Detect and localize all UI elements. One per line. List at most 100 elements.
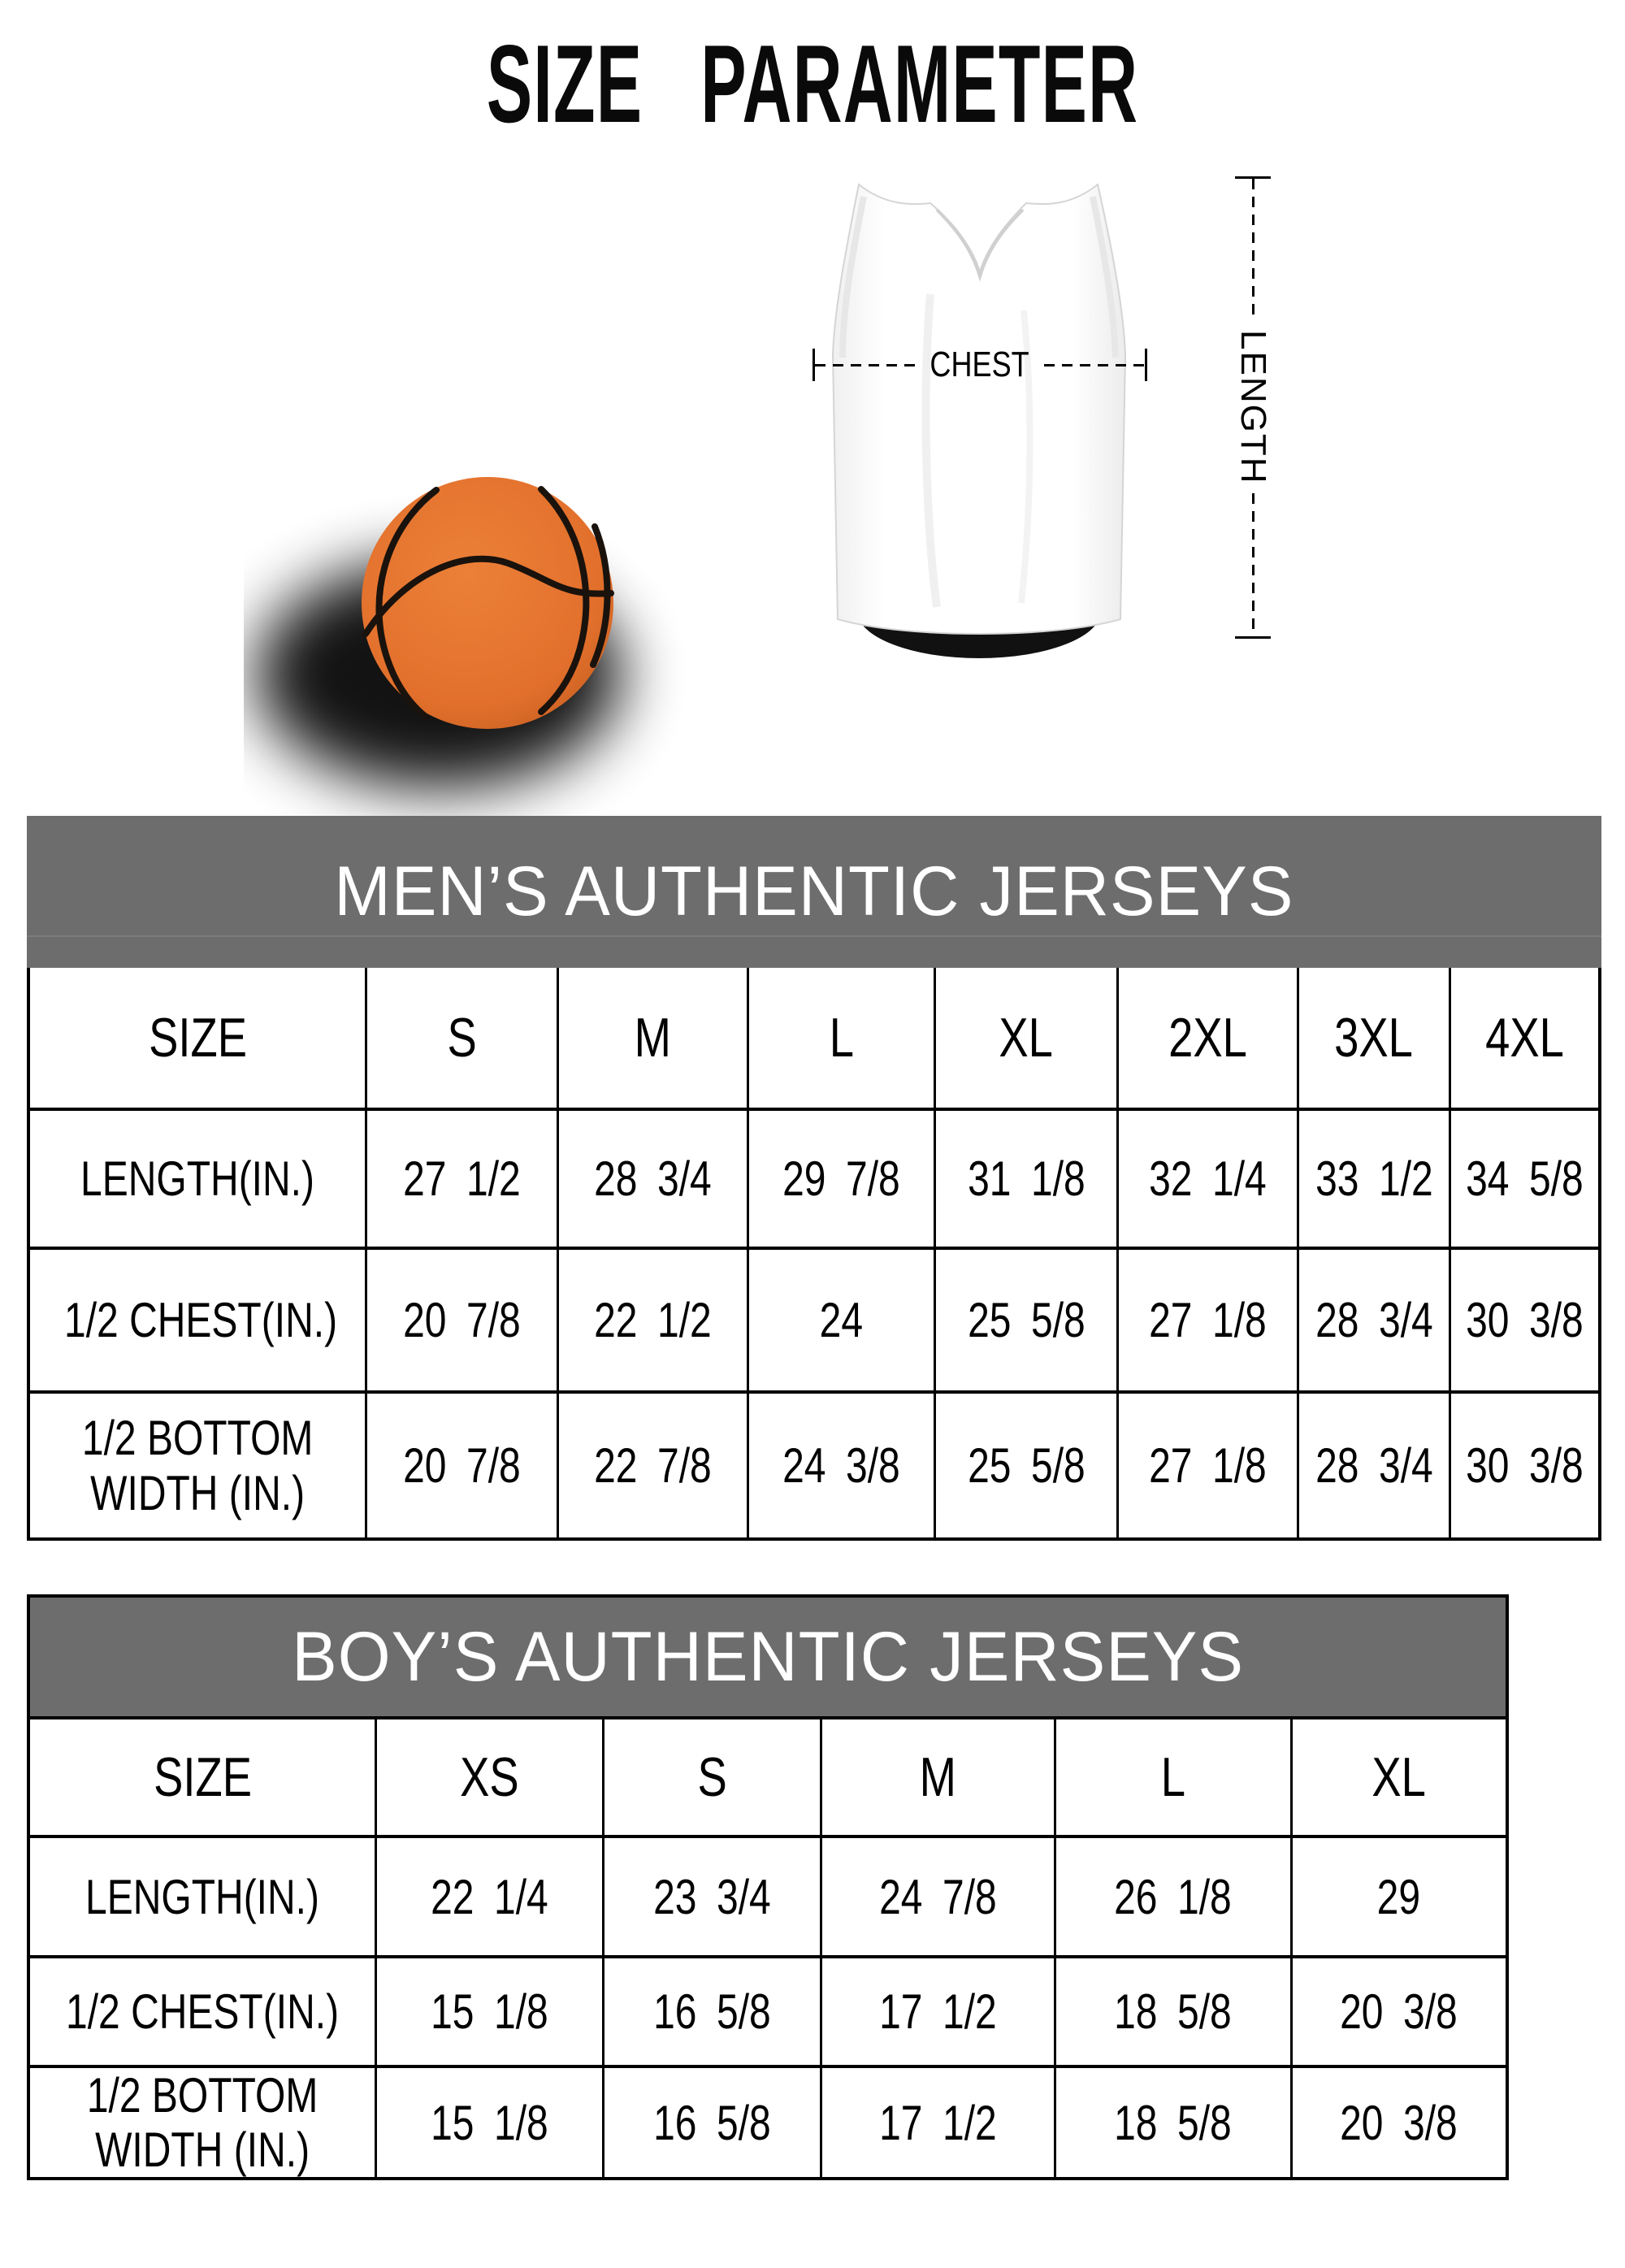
boys-size-table: SIZE XS S M L XL LENGTH(IN.) 22 1/4 23 3… [27,1719,1509,2181]
mens-size-row: SIZE S M L XL 2XL 3XL 4XL [28,968,1600,1109]
size-value: 20 7/8 [403,1293,522,1347]
size-value: 22 7/8 [594,1438,713,1493]
row-label: LENGTH(IN.) [80,1151,315,1206]
table-cell: 22 7/8 [557,1390,748,1539]
table-cell: 28 3/4 [557,1108,748,1248]
size-value: 20 7/8 [403,1438,522,1493]
row-label: 1/2 CHEST(IN.) [66,1984,340,2039]
mens-length-row: LENGTH(IN.) 27 1/2 28 3/4 29 7/8 31 1/8 … [28,1108,1600,1248]
size-value: 30 3/8 [1466,1438,1584,1493]
table-cell: 1/2 BOTTOM WIDTH (IN.) [28,1390,366,1539]
size-value: 17 1/2 [878,1984,997,2039]
table-cell: 17 1/2 [819,1955,1055,2066]
size-header: XL [999,1007,1054,1069]
table-cell: LENGTH(IN.) [28,1835,376,1957]
table-cell: XS [375,1719,604,1837]
size-value: 28 3/4 [1315,1293,1433,1347]
table-cell: 2XL [1116,968,1298,1109]
table-cell: 1/2 BOTTOM WIDTH (IN.) [28,2064,376,2179]
size-value: 23 3/4 [653,1869,772,1924]
size-header: XL [1372,1746,1427,1808]
boys-size-section: BOY’S AUTHENTIC JERSEYS SIZE XS S M L XL… [27,1594,1509,2181]
length-measure-line: LENGTH [1233,176,1273,640]
boys-table-title: BOY’S AUTHENTIC JERSEYS [292,1617,1244,1696]
size-value: 22 1/2 [594,1293,713,1347]
size-column-label: SIZE [153,1746,252,1808]
size-value: 34 5/8 [1466,1151,1584,1206]
size-header: S [697,1746,727,1808]
size-header: L [829,1007,854,1069]
table-cell: LENGTH(IN.) [28,1108,366,1248]
size-value: 24 [820,1293,864,1347]
table-cell: 20 3/8 [1289,1955,1507,2066]
chest-dash-right [1043,363,1145,366]
table-cell: 16 5/8 [602,2064,821,2179]
mens-bottom-width-row: 1/2 BOTTOM WIDTH (IN.) 20 7/8 22 7/8 24 … [28,1390,1600,1539]
table-cell: 33 1/2 [1297,1108,1450,1248]
size-value: 30 3/8 [1466,1293,1584,1347]
length-label: LENGTH [1233,330,1273,485]
table-cell: 20 3/8 [1289,2064,1507,2179]
size-value: 29 [1377,1869,1421,1924]
row-label: 1/2 CHEST(IN.) [64,1293,338,1347]
size-header: 2XL [1168,1007,1247,1069]
jersey-icon [831,183,1127,658]
header-divider-line [27,935,1601,937]
size-value: 16 5/8 [653,2095,772,2150]
chest-right-tick [1145,349,1147,381]
table-cell: 29 7/8 [747,1108,935,1248]
table-cell: 24 7/8 [819,1835,1055,1957]
mens-chest-row: 1/2 CHEST(IN.) 20 7/8 22 1/2 24 25 5/8 2… [28,1247,1600,1392]
table-cell: 30 3/8 [1448,1390,1600,1539]
size-value: 18 5/8 [1114,2095,1232,2150]
size-value: 27 1/8 [1149,1293,1267,1347]
size-value: 29 7/8 [782,1151,901,1206]
boys-chest-row: 1/2 CHEST(IN.) 15 1/8 16 5/8 17 1/2 18 5… [28,1955,1507,2066]
table-cell: 1/2 CHEST(IN.) [28,1955,376,2066]
table-cell: 22 1/2 [557,1247,748,1392]
table-cell: L [1053,1719,1292,1837]
table-cell: 28 3/4 [1297,1247,1450,1392]
size-value: 20 3/8 [1340,1984,1458,2039]
mens-table-header: MEN’S AUTHENTIC JERSEYS [27,816,1601,968]
size-header: XS [460,1746,520,1808]
size-value: 18 5/8 [1114,1984,1232,2039]
size-value: 31 1/8 [967,1151,1086,1206]
row-label-line2: WIDTH (IN.) [95,2123,310,2178]
table-cell: 25 5/8 [934,1390,1118,1539]
table-cell: 34 5/8 [1448,1108,1600,1248]
table-cell: 24 3/8 [747,1390,935,1539]
table-cell: 15 1/8 [375,2064,604,2179]
size-header: L [1160,1746,1185,1808]
table-cell: M [557,968,748,1109]
table-cell: 25 5/8 [934,1247,1118,1392]
size-header: S [447,1007,477,1069]
table-cell: 20 7/8 [365,1390,558,1539]
size-diagram: CHEST LENGTH [0,138,1625,788]
table-cell: 29 [1289,1835,1507,1957]
table-cell: 32 1/4 [1116,1108,1298,1248]
table-cell: 16 5/8 [602,1955,821,2066]
chest-label: CHEST [930,345,1030,384]
table-cell: M [819,1719,1055,1837]
size-header: M [635,1007,672,1069]
table-cell: 18 5/8 [1053,1955,1292,2066]
table-cell: 26 1/8 [1053,1835,1292,1957]
mens-table-title: MEN’S AUTHENTIC JERSEYS [334,852,1294,930]
table-cell: 17 1/2 [819,2064,1055,2179]
size-value: 22 1/4 [431,1869,549,1924]
mens-size-section: MEN’S AUTHENTIC JERSEYS SIZE S M L XL 2X… [27,816,1601,1541]
size-value: 24 7/8 [878,1869,997,1924]
basketball-icon [256,477,622,788]
length-top-cap [1235,176,1271,179]
row-label-line2: WIDTH (IN.) [90,1465,306,1520]
size-value: 27 1/2 [403,1151,522,1206]
size-header: M [919,1746,956,1808]
table-cell: 18 5/8 [1053,2064,1292,2179]
table-cell: XL [1289,1719,1507,1837]
table-cell: 20 7/8 [365,1247,558,1392]
size-value: 15 1/8 [431,1984,549,2039]
table-cell: 27 1/2 [365,1108,558,1248]
boys-length-row: LENGTH(IN.) 22 1/4 23 3/4 24 7/8 26 1/8 … [28,1835,1507,1957]
table-cell: 15 1/8 [375,1955,604,2066]
